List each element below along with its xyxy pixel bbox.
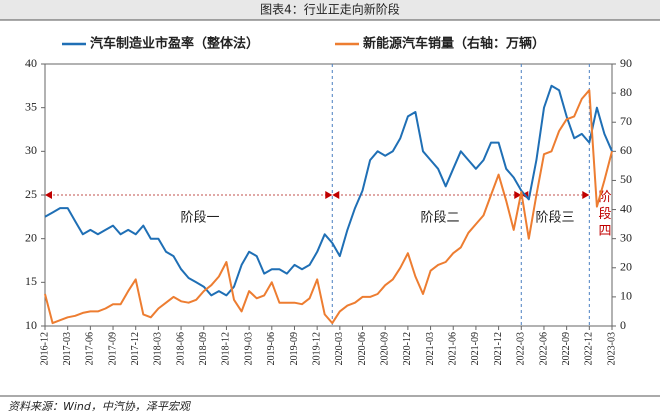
series-line xyxy=(44,89,613,325)
x-tick-label: 2020-03 xyxy=(334,332,345,365)
y2-tick-label: 0 xyxy=(620,318,626,332)
x-tick-label: 2018-03 xyxy=(153,332,164,365)
x-tick-label: 2022-09 xyxy=(561,332,572,365)
x-tick-label: 2017-12 xyxy=(130,332,141,365)
y2-tick-label: 60 xyxy=(620,143,632,157)
x-tick-label: 2017-03 xyxy=(62,332,73,365)
x-tick-label: 2022-06 xyxy=(538,332,549,365)
legend-label: 汽车制造业市盈率（整体法） xyxy=(90,36,259,52)
x-tick-label: 2020-12 xyxy=(402,332,413,365)
stage-label: 阶段一 xyxy=(180,211,219,226)
y2-tick-label: 40 xyxy=(620,201,632,215)
y2-tick-label: 20 xyxy=(620,260,632,274)
title-bar xyxy=(0,0,660,20)
arrow-head xyxy=(582,191,590,199)
x-tick-label: 2022-12 xyxy=(584,332,595,365)
stage-label: 阶段四 xyxy=(596,190,612,241)
series-line xyxy=(44,84,613,297)
y-tick-label: 20 xyxy=(25,230,37,244)
x-tick-label: 2018-12 xyxy=(221,332,232,365)
y-tick-label: 30 xyxy=(25,143,37,157)
stage-label: 阶段二 xyxy=(420,211,459,226)
x-tick-label: 2016-12 xyxy=(39,332,50,365)
arrow-head xyxy=(332,191,340,199)
y-tick-label: 35 xyxy=(25,99,37,113)
x-tick-label: 2021-03 xyxy=(425,332,436,365)
x-tick-label: 2020-09 xyxy=(379,332,390,365)
stage-label: 阶段三 xyxy=(535,211,574,226)
x-tick-label: 2019-03 xyxy=(243,332,254,365)
x-tick-label: 2022-03 xyxy=(516,332,527,365)
y2-tick-label: 90 xyxy=(620,56,632,70)
legend-label: 新能源汽车销量（右轴：万辆） xyxy=(363,36,545,52)
y2-tick-label: 10 xyxy=(620,289,632,303)
x-tick-label: 2021-09 xyxy=(470,332,481,365)
y2-tick-label: 30 xyxy=(620,230,632,244)
x-tick-label: 2023-03 xyxy=(606,332,617,365)
chart-title: 图表4：行业正走向新阶段 xyxy=(260,2,400,17)
x-tick-label: 2019-06 xyxy=(266,332,277,365)
x-tick-label: 2020-06 xyxy=(357,332,368,365)
y2-tick-label: 80 xyxy=(620,85,632,99)
y-tick-label: 10 xyxy=(25,318,37,332)
x-tick-label: 2017-09 xyxy=(107,332,118,365)
y-tick-label: 25 xyxy=(25,187,37,201)
y-tick-label: 15 xyxy=(25,274,37,288)
x-tick-label: 2021-12 xyxy=(493,332,504,365)
x-tick-label: 2019-09 xyxy=(289,332,300,365)
x-tick-label: 2021-06 xyxy=(448,332,459,365)
arrow-head xyxy=(45,191,52,199)
y2-tick-label: 50 xyxy=(620,172,632,186)
arrow-head xyxy=(325,191,333,199)
x-tick-label: 2019-12 xyxy=(311,332,322,365)
arrow-head xyxy=(514,191,522,199)
x-tick-label: 2017-06 xyxy=(85,332,96,365)
y2-tick-label: 70 xyxy=(620,114,632,128)
y-tick-label: 40 xyxy=(25,56,37,70)
x-tick-label: 2018-06 xyxy=(175,332,186,365)
x-tick-label: 2018-09 xyxy=(198,332,209,365)
source: 资料来源：Wind，中汽协，泽平宏观 xyxy=(8,400,192,413)
